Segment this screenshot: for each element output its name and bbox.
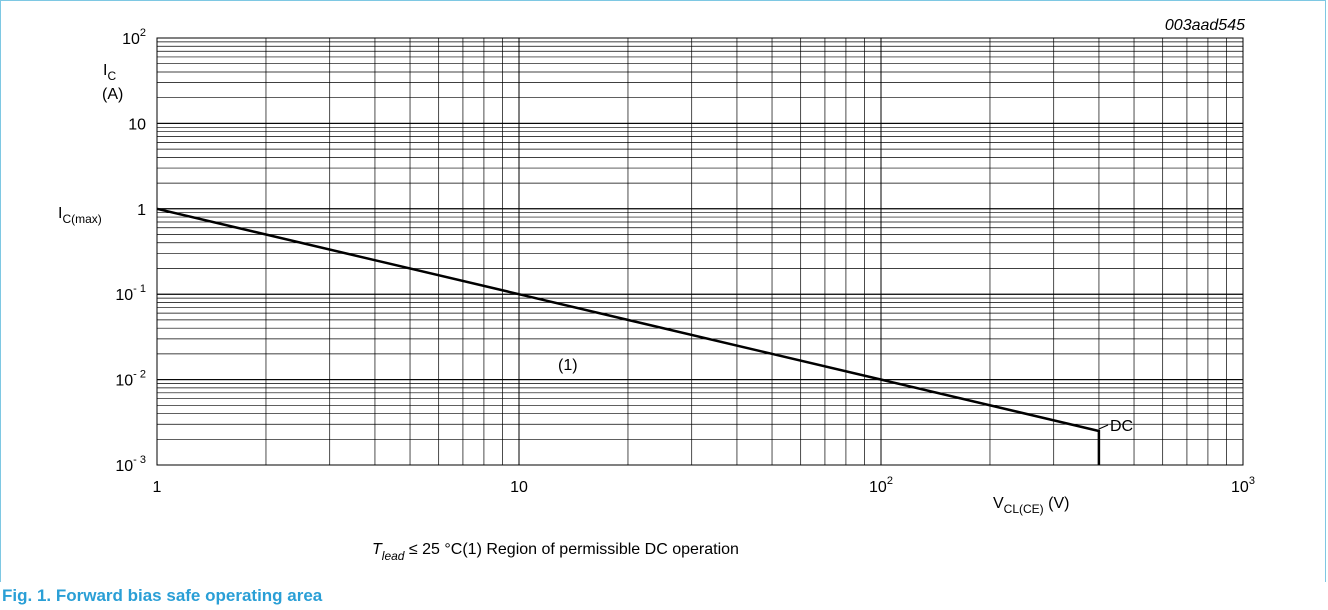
x-tick-label: 103 [1231, 475, 1255, 496]
y-tick-label: 1 [137, 202, 146, 219]
figure-id: 003aad545 [1165, 17, 1245, 34]
x-axis-label: VCL(CE) (V) [993, 495, 1069, 516]
x-tick-label: 102 [869, 475, 893, 496]
series-line-dc [156, 207, 1101, 465]
plot-area-border [156, 37, 1244, 466]
y-tick-label: 102 [122, 27, 146, 48]
figure-caption: Fig. 1. Forward bias safe operating area [2, 586, 323, 605]
grid-lines [156, 37, 1244, 466]
y-tick-label: 10- 3 [115, 454, 146, 475]
annotation-1: (1) [558, 357, 578, 374]
icmax-label: IC(max) [58, 205, 102, 226]
y-tick-label: 10- 2 [115, 369, 146, 390]
y-tick-label: 10- 1 [115, 283, 146, 304]
y-axis-unit: (A) [102, 86, 123, 103]
dc-label-leader [1098, 424, 1109, 430]
series-layer [156, 207, 1109, 465]
x-tick-label: 10 [510, 479, 528, 496]
condition-note: Tlead ≤ 25 °C(1) Region of permissible D… [372, 541, 739, 563]
x-tick-label: 1 [153, 479, 162, 496]
figure-frame [0, 0, 1326, 582]
y-axis-label: IC [103, 62, 116, 83]
series-label-dc: DC [1110, 418, 1133, 435]
y-tick-label: 10 [128, 116, 146, 133]
